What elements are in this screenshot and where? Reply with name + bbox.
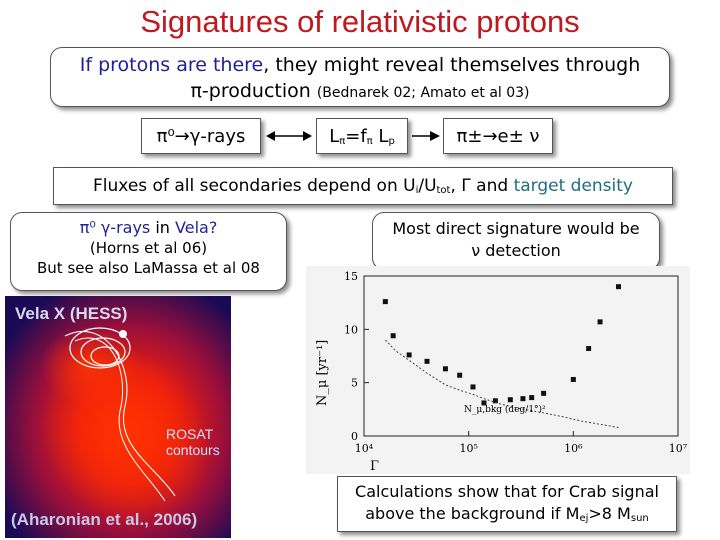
data-point [442,366,448,372]
plot-xlabel: Γ [370,459,379,474]
calc-sub-ej: ej [579,513,589,524]
vela-gamma-rays: π⁰ γ-rays [79,218,151,237]
data-point [390,333,396,339]
x-tick-label: 10⁷ [669,442,688,455]
data-point [492,398,498,404]
slide-title: Signatures of relativistic protons [140,4,580,39]
calculations-box: Calculations show that for Crab signal a… [337,476,677,532]
plot-ylabel: N_μ [yr⁻¹] [315,340,330,406]
plot-axes: 0 5 10 15 10⁴ 10⁵ 10⁶ 10⁷ [344,270,688,455]
data-point [481,400,487,406]
chip-luminosity: Lπ=fπ Lp [316,118,408,154]
chip-pi0-gamma-label: π⁰→γ-rays [156,126,246,147]
vela-reference-lamassa: But see also LaMassa et al 08 [37,259,260,277]
chip-pi-pm-electron: π±→e± ν [443,118,553,154]
neutrino-line-1: Most direct signature would be [392,219,640,238]
y-tick-label: 5 [351,377,358,390]
chip-lum-L2: L [372,126,389,147]
arrow-right [412,131,440,141]
chip-lum-L: L [329,126,340,147]
fluxes-text-b: /U [418,176,437,196]
data-point [597,319,603,325]
calc-line-2-b: >8 M [588,504,631,523]
chip-lum-sub-p: p [388,136,395,147]
intro-line-1: If protons are there, they might reveal … [51,52,669,78]
chip-lum-f: =f [345,126,367,147]
plot-points [382,284,621,428]
data-point [424,358,430,364]
intro-reference: (Bednarek 02; Amato et al 03) [316,85,530,101]
background-curve [385,339,619,428]
calc-line-1: Calculations show that for Crab signal [355,482,659,501]
intro-line-2: π-production (Bednarek 02; Amato et al 0… [51,78,669,106]
x-tick-label: 10⁶ [564,442,583,455]
vela-in: in [150,218,176,237]
neutrino-line-2: ν detection [471,241,561,260]
aharonian-label: (Aharonian et al., 2006) [11,510,198,529]
vela-question-box: π⁰ γ-rays in Vela? (Horns et al 06) But … [10,212,287,291]
intro-pi-production: π-production [190,80,317,102]
data-point [615,284,621,290]
vela-heatmap [5,296,231,538]
plot-background [306,266,690,474]
calc-line-2: above the background if Mej>8 Msun [338,503,676,530]
data-point [470,384,476,390]
y-tick-label: 10 [344,323,358,336]
rosat-label-line-2: contours [166,442,220,458]
data-point [529,395,535,401]
neutrino-rate-plot: 0 5 10 15 10⁴ 10⁵ 10⁶ 10⁷ N_μ [yr⁻¹] Γ N_μ,bkg … [306,266,690,474]
plot-annotation: N_μ,bkg (deg/1°)² [464,404,546,415]
intro-line-1-rest: , they might reveal themselves through [263,54,641,76]
data-point [406,352,412,358]
fluxes-text-a: Fluxes of all secondaries depend on U [93,176,416,196]
chip-lum-sub-pi: π [339,136,346,147]
rosat-label-line-1: ROSAT [166,426,214,442]
intro-box: If protons are there, they might reveal … [50,47,670,107]
chip-pi-pm-label: π±→e± ν [456,126,540,147]
fluxes-target-density: target density [513,176,633,196]
fluxes-box: Fluxes of all secondaries depend on Ui/U… [53,167,673,205]
vela-reference-horns: (Horns et al 06) [89,239,208,257]
neutrino-detection-box: Most direct signature would be ν detecti… [372,212,660,270]
chip-pi0-gamma: π⁰→γ-rays [141,118,261,154]
y-tick-label: 0 [351,430,358,443]
data-point [541,390,547,396]
fluxes-text-c: , Γ and [450,176,514,196]
chip-lum-sub-pi-2: π [366,136,373,147]
vela-question-line: π⁰ γ-rays in Vela? [11,218,286,238]
double-arrow-left [266,131,312,141]
x-tick-label: 10⁵ [459,442,477,455]
rosat-label: ROSAT contours [166,426,220,458]
data-point [586,346,592,352]
data-point [382,299,388,305]
fluxes-sub-tot: tot [436,185,451,196]
data-point [570,376,576,382]
vela-word: Vela? [175,218,218,237]
data-point [520,396,526,402]
y-tick-label: 15 [344,270,358,283]
intro-protons-phrase: If protons are there [79,54,264,76]
data-point [507,397,513,403]
calc-sub-sun: sun [630,513,649,524]
vela-hess-label: Vela X (HESS) [15,304,128,323]
vela-x-hess-image: Vela X (HESS) ROSAT contours (Aharonian … [5,296,231,538]
x-tick-label: 10⁴ [355,442,374,455]
fluxes-sub-i: i [415,185,419,196]
plot-frame [363,275,679,437]
data-point [457,372,463,378]
calc-line-2-a: above the background if M [365,504,580,523]
